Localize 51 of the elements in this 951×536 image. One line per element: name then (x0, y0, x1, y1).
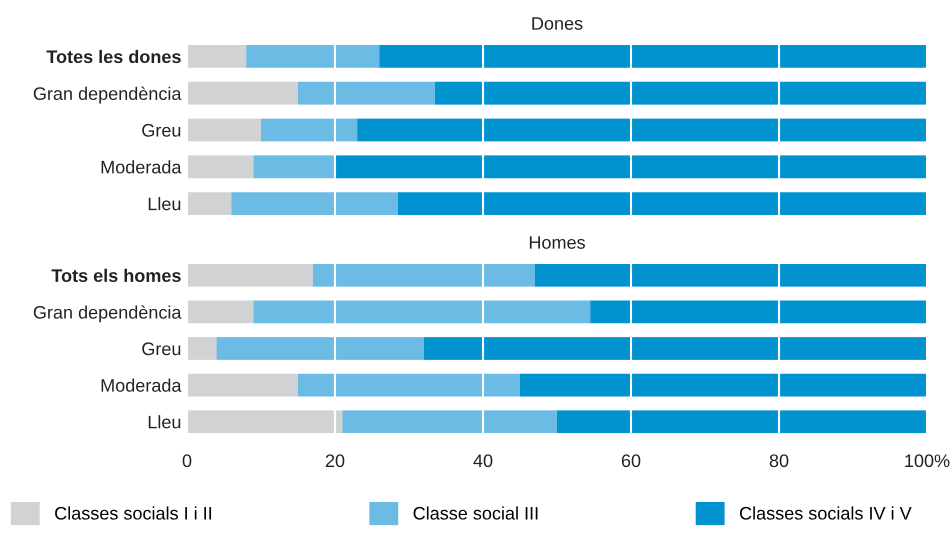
y-tick-label: Greu (142, 342, 180, 356)
bar (254, 300, 590, 324)
bar (187, 118, 261, 142)
bar (254, 155, 335, 178)
bar (357, 118, 927, 142)
bar (187, 192, 232, 216)
legend-label: Classes socials I i II (55, 506, 212, 520)
bar (520, 374, 927, 396)
bar (424, 337, 927, 360)
bar (434, 82, 927, 105)
legend-label: Classe social III (414, 506, 538, 520)
bar (312, 264, 535, 287)
chart-title: Dones (532, 17, 582, 30)
bar (534, 264, 927, 287)
x-tick-label: 40 (473, 454, 492, 468)
y-tick-label: Totes les dones (46, 50, 181, 64)
bar (298, 82, 435, 105)
x-tick-label: 20 (326, 454, 344, 468)
x-tick-label: 0 (182, 454, 192, 468)
bar (335, 155, 927, 178)
x-tick-label: 80 (770, 454, 788, 468)
chart-title: Homes (530, 236, 585, 249)
bar (590, 300, 927, 324)
x-tick-label: 100% (905, 454, 950, 468)
bar (187, 264, 313, 287)
bar (187, 410, 342, 434)
y-tick-label: Lleu (148, 415, 180, 428)
y-tick-label: Moderada (102, 378, 182, 392)
bar (187, 300, 254, 324)
bar (187, 44, 246, 68)
y-tick-label: Gran dependència (34, 86, 182, 104)
bar (398, 192, 927, 216)
y-tick-label: Moderada (102, 160, 182, 174)
bar (231, 192, 398, 216)
bar (187, 155, 254, 178)
bar (187, 374, 298, 396)
bar (187, 337, 217, 360)
y-tick-label: Tots els homes (52, 268, 181, 282)
bar (557, 410, 927, 434)
bar (298, 374, 520, 396)
bar (342, 410, 557, 434)
bar (246, 44, 380, 68)
y-tick-label: Greu (142, 124, 180, 137)
legend-label: Classes socials IV i V (740, 506, 912, 520)
x-tick-label: 60 (622, 454, 640, 468)
bar (379, 44, 927, 68)
bar (261, 118, 358, 142)
y-tick-label: Gran dependència (34, 305, 182, 322)
bar (187, 82, 298, 105)
bar (216, 337, 424, 360)
y-tick-label: Lleu (148, 197, 180, 210)
